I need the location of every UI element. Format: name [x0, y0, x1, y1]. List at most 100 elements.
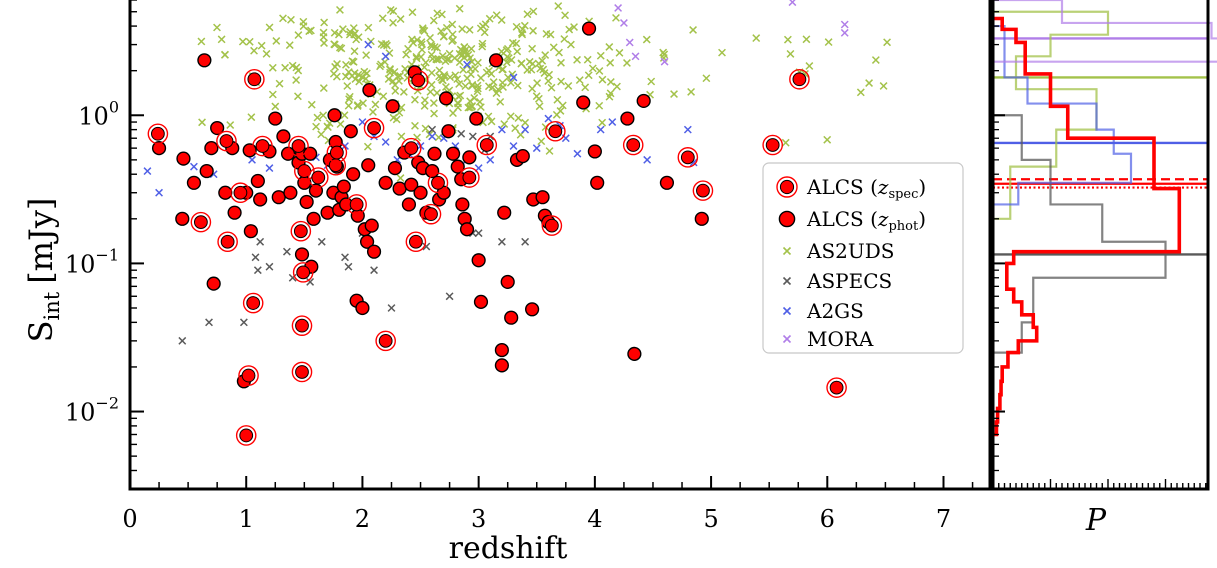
aspecs-point — [521, 237, 530, 246]
mora-point — [660, 57, 669, 66]
alcs-phot-point — [587, 144, 602, 159]
a2gs-point — [643, 155, 652, 164]
alcs-spec-point — [400, 137, 422, 159]
as2uds-point — [285, 41, 294, 50]
legend-label-aspecs: ASPECS — [806, 269, 892, 293]
as2uds-point — [498, 78, 507, 87]
legend: ALCS (zspec) ALCS (zphot) AS2UDS ASPECS … — [762, 162, 964, 354]
alcs-spec-point — [238, 365, 259, 386]
alcs-spec-point — [541, 215, 563, 236]
alcs-phot-point — [361, 158, 376, 173]
alcs-phot-point — [346, 167, 361, 182]
as2uds-point — [468, 81, 477, 90]
alcs-phot-point — [504, 310, 519, 325]
as2uds-point — [430, 109, 439, 118]
as2uds-point — [404, 44, 412, 53]
alcs-phot-point — [441, 124, 456, 139]
alcs-phot-point — [439, 91, 454, 106]
as2uds-point — [492, 89, 501, 98]
as2uds-point — [615, 48, 624, 57]
as2uds-point — [570, 23, 578, 31]
alcs-phot-point — [494, 342, 509, 358]
hist-aspecs — [993, 114, 1167, 354]
as2uds-point — [484, 82, 493, 91]
alcs-spec-point — [307, 167, 329, 188]
as2uds-point — [557, 58, 565, 67]
as2uds-point — [752, 34, 761, 43]
legend-marker-as2uds — [782, 246, 792, 256]
x-tick-label: 5 — [703, 505, 718, 533]
y-axis-label-main: S — [22, 320, 60, 342]
as2uds-point — [312, 122, 320, 131]
alcs-spec-point — [826, 377, 847, 398]
as2uds-point — [197, 37, 206, 46]
as2uds-point — [588, 64, 597, 73]
as2uds-point — [605, 92, 614, 101]
as2uds-point — [467, 44, 476, 53]
as2uds-point — [824, 38, 833, 47]
alcs-phot-point — [445, 146, 461, 161]
aspecs-point — [288, 273, 297, 282]
as2uds-point — [496, 97, 505, 106]
as2uds-point — [437, 27, 445, 36]
as2uds-point — [595, 67, 604, 75]
as2uds-point — [605, 43, 614, 51]
as2uds-point — [360, 67, 369, 76]
as2uds-point — [446, 73, 454, 82]
a2gs-point — [532, 144, 541, 153]
alcs-spec-point — [288, 135, 309, 157]
alcs-spec-point — [252, 135, 273, 157]
aspecs-point — [265, 262, 274, 271]
mora-point — [614, 4, 623, 12]
as2uds-point — [564, 81, 573, 90]
as2uds-point — [466, 65, 475, 74]
as2uds-point — [342, 60, 350, 69]
aspecs-point — [428, 125, 437, 134]
as2uds-point — [557, 77, 566, 86]
as2uds-point — [292, 76, 301, 84]
x-tick-label: 3 — [471, 505, 486, 533]
as2uds-point — [460, 42, 469, 51]
legend-label-alcs-spec: ALCS (zspec) — [806, 175, 926, 202]
alcs-phot-point — [175, 211, 190, 226]
hist-mora — [993, 0, 1217, 63]
as2uds-point — [320, 18, 329, 27]
as2uds-point — [363, 142, 372, 151]
as2uds-point — [332, 72, 341, 81]
as2uds-point — [461, 82, 470, 91]
as2uds-point — [377, 60, 385, 69]
alcs-phot-point — [471, 253, 486, 268]
as2uds-point — [378, 14, 387, 23]
as2uds-point — [520, 21, 529, 30]
mora-point — [625, 38, 634, 47]
as2uds-point — [465, 25, 474, 34]
as2uds-point — [687, 87, 696, 96]
as2uds-point — [823, 135, 832, 144]
y-tick-label: 10−2 — [65, 394, 119, 427]
as2uds-point — [513, 47, 522, 56]
legend-marker-alcs-spec — [776, 176, 798, 198]
as2uds-point — [506, 112, 515, 121]
as2uds-point — [268, 90, 277, 99]
alcs-phot-point — [627, 346, 642, 361]
as2uds-point — [427, 80, 436, 89]
legend-marker-alcs-phot — [778, 210, 796, 228]
as2uds-point — [565, 25, 574, 34]
as2uds-point — [338, 25, 347, 34]
as2uds-point — [528, 84, 537, 93]
as2uds-point — [433, 88, 441, 97]
as2uds-point — [334, 30, 343, 39]
aspecs-point — [468, 132, 477, 141]
alcs-phot-point — [327, 108, 342, 123]
alcs-spec-point — [677, 147, 699, 168]
as2uds-point — [459, 65, 468, 74]
as2uds-point — [355, 77, 364, 86]
as2uds-point — [484, 112, 493, 121]
aspecs-point — [251, 253, 260, 262]
as2uds-point — [386, 68, 394, 77]
x-tick-label: 2 — [355, 505, 370, 533]
aspecs-point — [422, 242, 431, 251]
alcs-phot-point — [271, 190, 286, 205]
as2uds-point — [313, 113, 322, 122]
as2uds-point — [345, 30, 354, 39]
